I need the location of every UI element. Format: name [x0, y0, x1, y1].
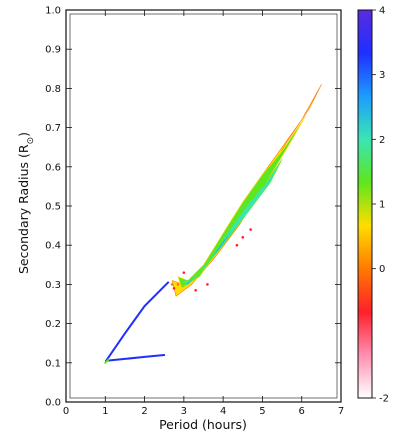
y-tick-label: 0.7: [45, 123, 61, 134]
scatter-point: [206, 283, 209, 286]
y-axis-label-subscript: ⊙: [26, 137, 36, 145]
y-tick-label: 0.1: [45, 358, 61, 369]
track-bounce-tip: [104, 358, 110, 364]
scatter-point: [235, 243, 239, 247]
density-region-main-band-inner: [177, 115, 306, 289]
y-tick-label: 0.0: [45, 398, 61, 409]
scatter-point: [241, 236, 245, 239]
x-tick-label: 1: [102, 406, 108, 417]
y-axis-label: Secondary Radius (R⊙): [16, 132, 36, 274]
y-tick-label: 0.4: [45, 241, 61, 252]
track-upper-branch: [105, 281, 170, 362]
y-axis-label-close: ): [16, 132, 31, 137]
y-tick-label: 1.0: [45, 6, 61, 17]
plot-frame-outer: [65, 9, 342, 403]
scatter-point: [172, 287, 176, 290]
y-tick-label: 0.8: [45, 84, 61, 95]
colorbar-tick-label: 1: [379, 200, 385, 211]
scatter-point: [176, 283, 180, 286]
x-tick-label: 5: [259, 406, 265, 417]
colorbar-tick-label: 3: [379, 70, 385, 81]
colorbar-gradient: [357, 9, 373, 399]
y-tick-label: 0.9: [45, 45, 61, 56]
y-tick-label: 0.3: [45, 280, 61, 291]
track-lower-branch: [105, 354, 166, 362]
x-tick-label: 4: [220, 406, 226, 417]
colorbar-tick-label: 2: [379, 135, 385, 146]
colorbar-tick-label: 0: [379, 264, 385, 275]
x-tick-label: 6: [299, 406, 305, 417]
y-tick-label: 0.5: [45, 202, 61, 213]
plot-axes: 0 1 2 3 4 5 6 7 0.0 0.1 0.2 0.3 0.4 0.5 0.6 0.7 0.8 0.9 1.…: [45, 6, 344, 418]
scatter-point: [249, 228, 252, 231]
scatter-point: [182, 271, 186, 274]
density-region-main-band-spine: [185, 221, 240, 285]
scatter-point: [170, 283, 174, 286]
colorbar-tick-label: -2: [379, 394, 389, 405]
x-tick-label: 7: [338, 406, 344, 417]
x-tick-label: 3: [181, 406, 187, 417]
plot-frame-inner: [69, 13, 338, 399]
y-tick-label: 0.6: [45, 162, 61, 173]
x-axis-label: Period (hours): [159, 417, 247, 432]
colorbar: -2 0 1 2 3 4: [357, 6, 389, 405]
colorbar-tick-label: 4: [379, 6, 385, 17]
x-tick-label: 0: [63, 406, 69, 417]
scatter-point: [194, 288, 197, 292]
x-tick-label: 2: [141, 406, 147, 417]
y-tick-label: 0.2: [45, 319, 61, 330]
y-axis-label-main: Secondary Radius (R: [16, 144, 31, 274]
plot-content: [104, 84, 322, 364]
density-region-main-band-outer: [171, 84, 322, 297]
